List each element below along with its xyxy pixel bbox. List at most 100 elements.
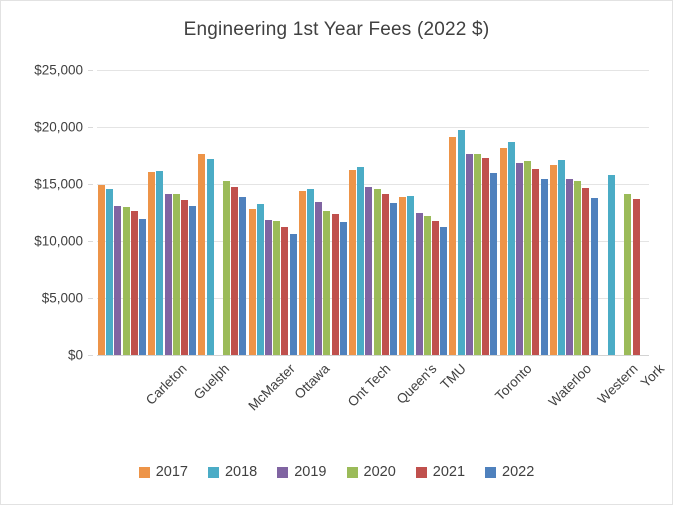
bar-2017-mcmaster[interactable] <box>198 153 206 355</box>
bar-2020-mcmaster[interactable] <box>223 181 231 355</box>
bar-2018-york[interactable] <box>608 175 616 355</box>
bar-group <box>498 70 548 355</box>
bar-2018-queen-s[interactable] <box>357 167 365 355</box>
bar-2020-waterloo[interactable] <box>524 161 532 355</box>
bar-2020-tmu[interactable] <box>423 215 431 355</box>
gridline <box>97 70 649 71</box>
bar-2022-toronto[interactable] <box>490 173 498 355</box>
bar-2018-carleton[interactable] <box>106 188 114 355</box>
bar-2017-ont-tech[interactable] <box>298 191 306 355</box>
legend-item-2021[interactable]: 2021 <box>415 464 466 480</box>
bar-2020-ottawa[interactable] <box>273 221 281 355</box>
bar-2018-ottawa[interactable] <box>256 203 264 355</box>
gridline <box>97 241 649 242</box>
bar-2019-guelph[interactable] <box>164 193 172 355</box>
bar-2019-ottawa[interactable] <box>265 219 273 355</box>
legend-label: 2021 <box>432 464 466 480</box>
legend-swatch-icon <box>277 466 289 478</box>
x-axis-label-waterloo: Waterloo <box>545 361 594 410</box>
bar-group <box>197 70 247 355</box>
bar-group <box>248 70 298 355</box>
bar-2019-carleton[interactable] <box>114 205 122 355</box>
bar-group <box>398 70 448 355</box>
bar-2022-carleton[interactable] <box>139 218 147 355</box>
bar-2018-toronto[interactable] <box>457 130 465 355</box>
x-axis-label-toronto: Toronto <box>492 361 535 404</box>
bar-2020-york[interactable] <box>624 194 632 355</box>
bar-2017-queen-s[interactable] <box>349 169 357 355</box>
legend-swatch-icon <box>415 466 427 478</box>
bar-2019-toronto[interactable] <box>465 153 473 355</box>
bar-2019-tmu[interactable] <box>415 213 423 355</box>
legend-item-2020[interactable]: 2020 <box>346 464 396 480</box>
bar-2022-guelph[interactable] <box>189 205 197 355</box>
bar-2019-waterloo[interactable] <box>515 163 523 355</box>
bar-2021-york[interactable] <box>632 198 640 355</box>
legend-label: 2019 <box>294 464 327 480</box>
legend-swatch-icon <box>207 466 219 478</box>
x-axis-label-guelph: Guelph <box>191 361 233 403</box>
legend-swatch-icon <box>346 466 358 478</box>
y-axis-tickmark <box>88 298 93 299</box>
bar-2021-waterloo[interactable] <box>532 168 540 355</box>
bar-2022-ont-tech[interactable] <box>339 222 347 355</box>
bar-2017-toronto[interactable] <box>449 136 457 355</box>
bar-2018-guelph[interactable] <box>156 170 164 355</box>
bar-2022-mcmaster[interactable] <box>239 196 247 355</box>
x-axis-label-queen-s: Queen's <box>393 361 440 407</box>
legend-item-2018[interactable]: 2018 <box>207 464 257 480</box>
bar-2020-western[interactable] <box>574 181 582 355</box>
bar-2021-ont-tech[interactable] <box>331 213 339 355</box>
y-axis-tick-label: $20,000 <box>34 119 83 135</box>
bar-2020-ont-tech[interactable] <box>323 210 331 355</box>
bar-2017-ottawa[interactable] <box>248 209 256 355</box>
bar-group <box>97 70 147 355</box>
bar-2018-mcmaster[interactable] <box>206 158 214 355</box>
bar-2022-ottawa[interactable] <box>289 233 297 355</box>
bar-2022-queen-s[interactable] <box>389 202 397 355</box>
legend-item-2017[interactable]: 2017 <box>138 464 188 480</box>
y-axis-tickmark <box>88 70 93 71</box>
bar-2020-guelph[interactable] <box>172 194 180 355</box>
bar-2019-ont-tech[interactable] <box>315 202 323 355</box>
bar-2017-western[interactable] <box>549 165 557 355</box>
legend-item-2019[interactable]: 2019 <box>277 464 327 480</box>
bar-2021-queen-s[interactable] <box>381 194 389 355</box>
bar-2018-ont-tech[interactable] <box>307 189 315 355</box>
bar-2017-guelph[interactable] <box>148 172 156 355</box>
x-axis-label-ottawa: Ottawa <box>291 361 333 402</box>
bar-2018-western[interactable] <box>557 160 565 355</box>
legend-swatch-icon <box>485 466 497 478</box>
bar-2021-mcmaster[interactable] <box>231 187 239 355</box>
bar-2020-queen-s[interactable] <box>373 188 381 355</box>
bar-2020-toronto[interactable] <box>473 153 481 355</box>
y-axis-tickmark <box>88 184 93 185</box>
legend-label: 2020 <box>363 464 396 480</box>
y-axis-tick-label: $0 <box>67 347 83 363</box>
bar-2021-toronto[interactable] <box>482 158 490 355</box>
bar-2021-western[interactable] <box>582 188 590 355</box>
legend-item-2022[interactable]: 2022 <box>485 464 534 480</box>
x-axis-label-tmu: TMU <box>437 361 470 393</box>
bar-2019-queen-s[interactable] <box>365 186 373 355</box>
bar-group <box>599 70 649 355</box>
bar-2022-western[interactable] <box>590 198 598 355</box>
y-axis: $25,000 $20,000 $15,000 $10,000 $5,000 $0 <box>1 1 93 431</box>
bar-2021-ottawa[interactable] <box>281 227 289 355</box>
plot-area <box>97 70 649 356</box>
bar-2017-carleton[interactable] <box>98 184 106 355</box>
bar-2017-waterloo[interactable] <box>499 148 507 355</box>
bar-group <box>549 70 599 355</box>
bar-2021-guelph[interactable] <box>181 199 189 355</box>
bar-2021-tmu[interactable] <box>431 221 439 355</box>
bar-group <box>348 70 398 355</box>
bar-2019-western[interactable] <box>566 178 574 355</box>
bar-2017-tmu[interactable] <box>399 197 407 355</box>
bar-2021-carleton[interactable] <box>130 211 138 355</box>
bar-2020-carleton[interactable] <box>122 206 130 355</box>
bar-2018-waterloo[interactable] <box>507 141 515 355</box>
bar-2022-tmu[interactable] <box>440 227 448 355</box>
bar-2018-tmu[interactable] <box>407 195 415 355</box>
bar-2022-waterloo[interactable] <box>540 178 548 355</box>
